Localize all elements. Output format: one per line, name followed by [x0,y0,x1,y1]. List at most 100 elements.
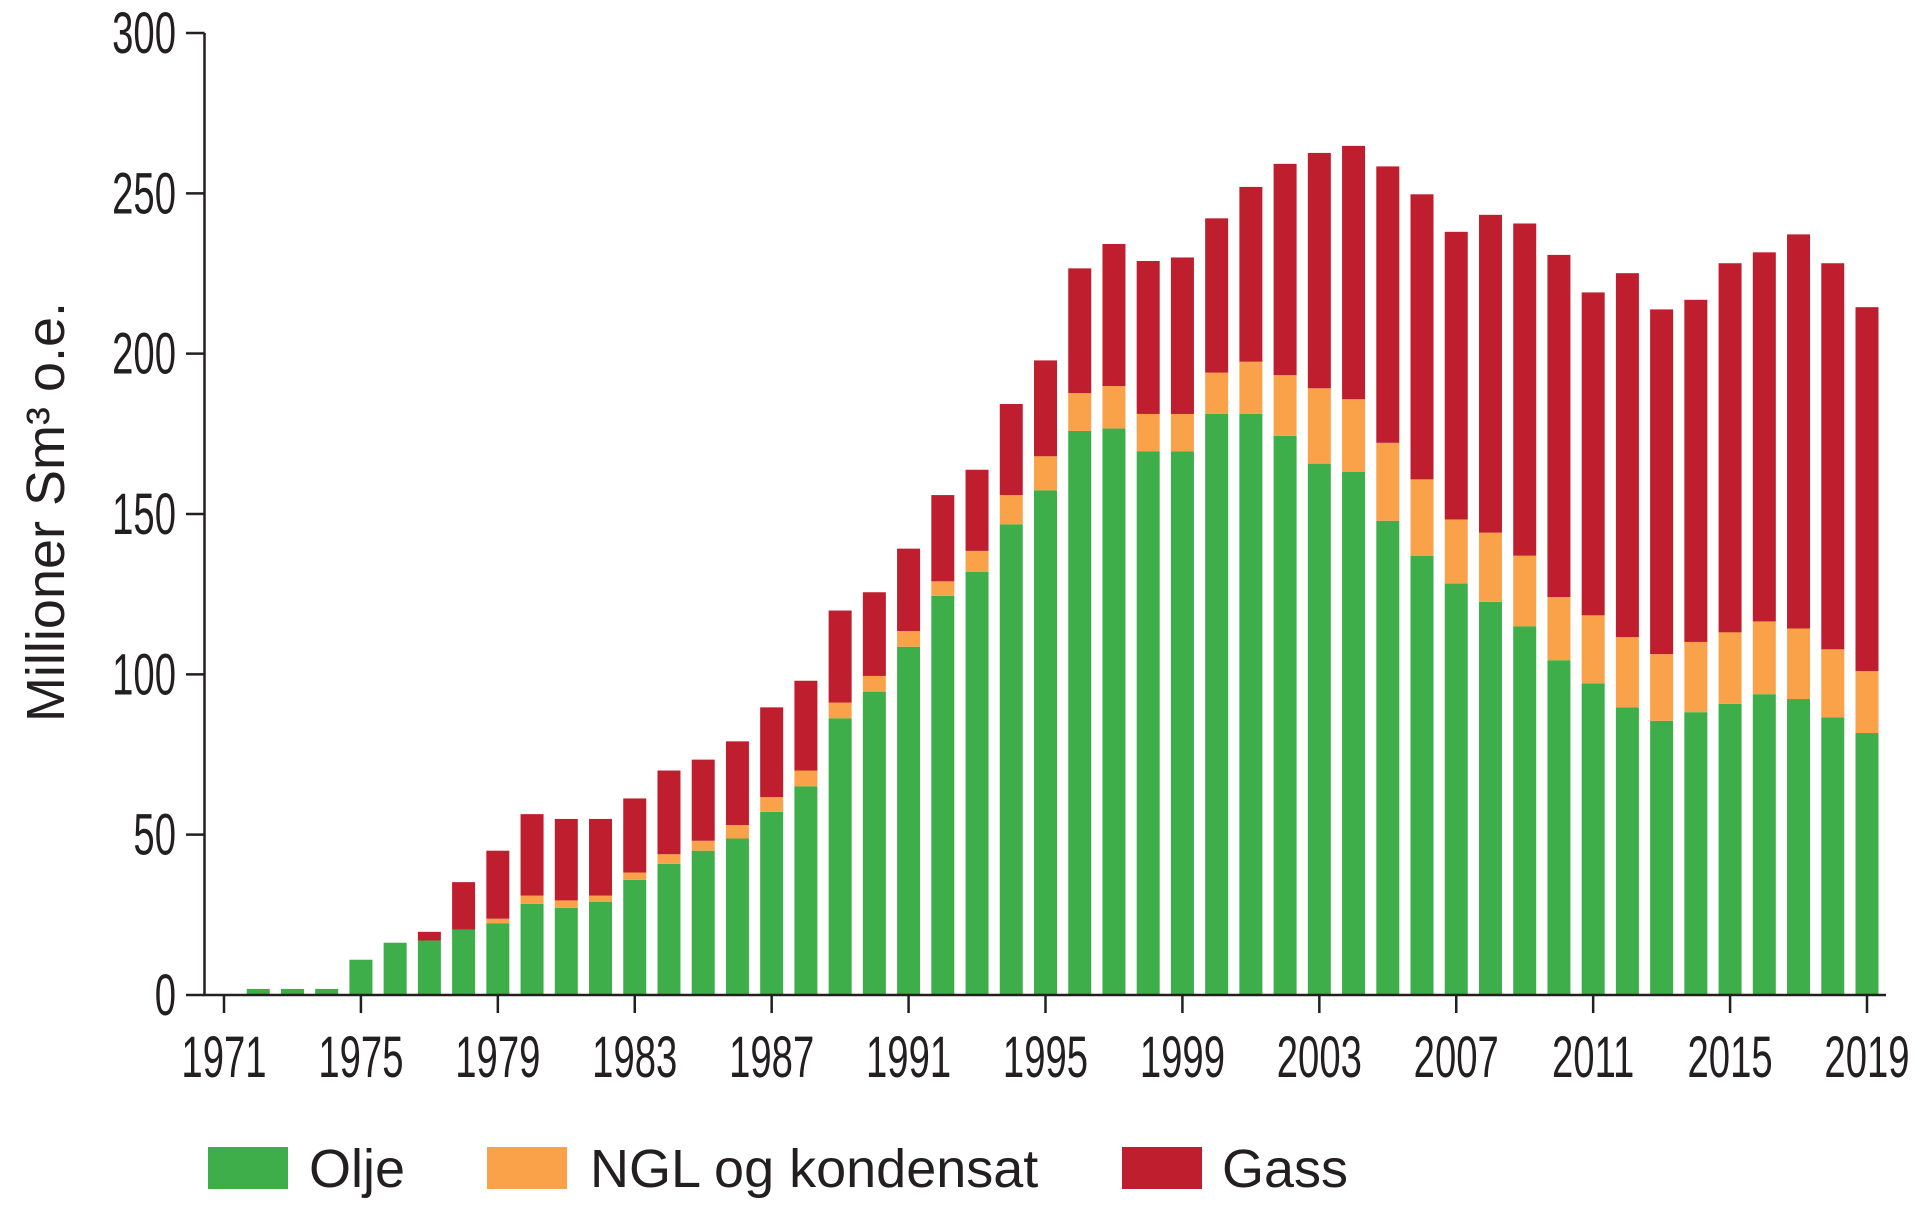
bar-gass-1992 [931,495,955,582]
bar-olje-2013 [1650,720,1674,995]
bar-gass-1982 [589,818,613,896]
bar-ngl-og-kondensat-1980 [520,895,544,904]
bar-gass-1996 [1068,268,1092,394]
bar-olje-1994 [999,524,1023,995]
bar-olje-1983 [623,879,647,995]
x-tick-label: 2019 [1824,1026,1909,1090]
legend-item-ngl-og-kondensat: NGL og kondensat [487,1139,1038,1199]
bar-olje-1998 [1136,451,1160,996]
y-tick-label: 300 [112,2,176,66]
legend: Olje NGL og kondensat Gass [208,1139,1348,1199]
bar-gass-2012 [1615,273,1639,638]
legend-swatch-ngl-og-kondensat [487,1147,567,1189]
bar-olje-1990 [862,691,886,995]
bar-ngl-og-kondensat-1981 [554,900,578,908]
bar-olje-1973 [280,988,304,995]
bar-olje-1985 [691,850,715,995]
legend-swatch-gass [1122,1147,1202,1189]
bar-olje-2016 [1752,694,1776,995]
bar-olje-1979 [486,923,510,995]
y-tick-label: 200 [112,323,176,387]
bar-olje-1992 [931,595,955,995]
bar-gass-2006 [1410,194,1434,480]
bar-gass-2011 [1581,292,1605,616]
x-tick-label: 2011 [1552,1026,1634,1090]
bar-ngl-og-kondensat-2008 [1478,532,1502,602]
bar-gass-1983 [623,798,647,873]
y-ticks-group: 0 50 100 150 200 250 300 [112,2,205,1028]
x-tick-label: 1971 [181,1026,266,1090]
x-tick-label: 2015 [1688,1026,1773,1090]
bar-ngl-og-kondensat-2010 [1547,597,1571,661]
bar-gass-1993 [965,469,989,551]
bar-gass-1991 [897,548,921,632]
bar-ngl-og-kondensat-1992 [931,581,955,596]
bar-ngl-og-kondensat-2004 [1342,399,1366,472]
x-ticks-group: 1971 1975 1979 1983 1987 1991 1995 1999 2003 2007… [181,995,1910,1090]
bar-gass-2002 [1273,163,1297,376]
bar-gass-1977 [417,931,441,941]
x-tick-label: 2007 [1414,1026,1499,1090]
bar-ngl-og-kondensat-1996 [1068,393,1092,431]
bar-olje-2019 [1855,733,1879,995]
bar-ngl-og-kondensat-2016 [1752,621,1776,695]
bar-gass-1987 [760,707,784,798]
bar-ngl-og-kondensat-2018 [1821,649,1845,718]
bar-olje-2000 [1205,413,1229,995]
bar-gass-2001 [1239,186,1263,362]
bar-ngl-og-kondensat-2009 [1513,555,1537,627]
bar-gass-2016 [1752,252,1776,622]
bar-gass-1989 [828,610,852,703]
bar-olje-1999 [1170,451,1194,996]
bar-gass-2014 [1684,299,1708,642]
x-tick-label: 1983 [592,1026,677,1090]
bar-olje-2003 [1307,463,1331,995]
bar-gass-1999 [1170,257,1194,414]
x-tick-label: 1975 [318,1026,403,1090]
bar-ngl-og-kondensat-2002 [1273,375,1297,436]
bar-ngl-og-kondensat-1979 [486,918,510,924]
bar-olje-1978 [452,929,476,995]
bar-gass-2005 [1376,166,1400,443]
x-tick-label: 2003 [1277,1026,1362,1090]
bar-olje-1977 [417,940,441,995]
bar-ngl-og-kondensat-1991 [897,631,921,647]
bar-olje-1982 [589,901,613,995]
bar-ngl-og-kondensat-2005 [1376,442,1400,521]
x-tick-label: 1995 [1003,1026,1088,1090]
bar-gass-1994 [999,404,1023,496]
bar-gass-1979 [486,850,510,919]
bar-ngl-og-kondensat-2003 [1307,388,1331,464]
bars-group [212,145,1879,996]
bar-ngl-og-kondensat-2012 [1615,637,1639,708]
bar-olje-1991 [897,646,921,995]
bar-ngl-og-kondensat-1995 [1034,456,1057,491]
bar-ngl-og-kondensat-1990 [862,675,886,692]
bar-olje-1981 [554,907,578,995]
bar-ngl-og-kondensat-1986 [725,825,749,839]
bar-gass-1978 [452,882,476,930]
bar-olje-2012 [1615,707,1639,995]
bar-ngl-og-kondensat-2013 [1650,654,1674,721]
bar-ngl-og-kondensat-1982 [589,895,613,902]
y-tick-label: 250 [112,163,176,227]
bar-ngl-og-kondensat-2007 [1444,519,1468,584]
legend-swatch-olje [208,1147,288,1189]
bar-ngl-og-kondensat-1989 [828,702,852,719]
bar-olje-1980 [520,903,544,995]
bar-olje-2002 [1273,435,1297,995]
bar-olje-1975 [349,959,373,995]
bar-gass-1990 [862,592,886,676]
bar-olje-1972 [246,988,270,995]
bar-gass-2017 [1787,234,1811,629]
bar-olje-1986 [725,838,749,995]
bar-olje-1995 [1034,490,1057,995]
bar-ngl-og-kondensat-1984 [657,854,681,864]
bar-olje-1989 [828,718,852,995]
bar-olje-1993 [965,571,989,995]
bar-ngl-og-kondensat-1998 [1136,413,1160,452]
bar-ngl-og-kondensat-2011 [1581,615,1605,684]
bar-gass-1998 [1136,260,1160,414]
legend-item-olje: Olje [208,1139,405,1199]
